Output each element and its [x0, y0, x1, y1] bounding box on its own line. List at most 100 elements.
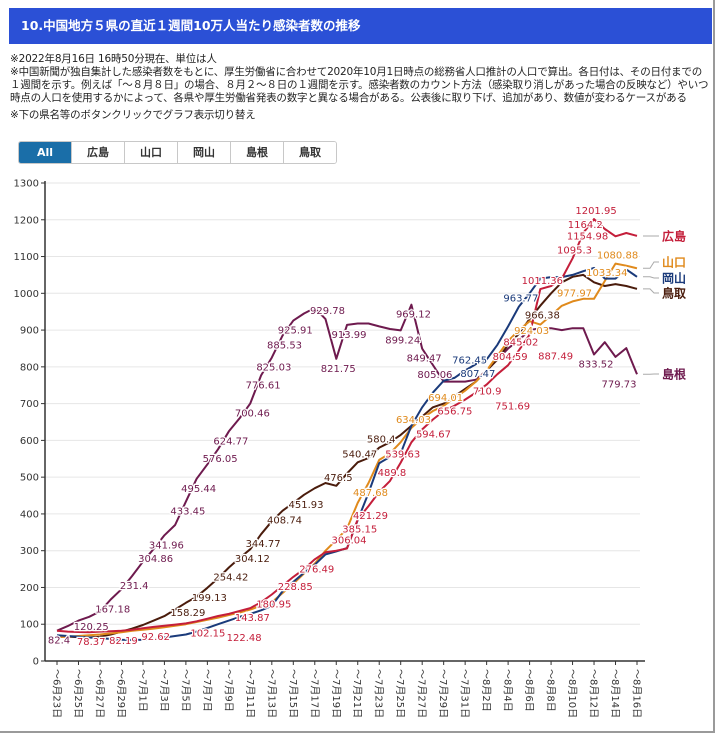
x-tick-label: ～7月29日	[437, 669, 449, 718]
data-label: 231.4	[120, 581, 149, 592]
x-tick-label: ～6月27日	[93, 669, 105, 718]
data-label: 969.12	[396, 310, 431, 321]
data-label: 751.69	[495, 402, 530, 413]
x-tick-label: ～8月16日	[631, 669, 643, 718]
legend-label-山口: 山口	[662, 255, 686, 270]
y-tick-label: 500	[20, 473, 39, 484]
data-label: 805.06	[417, 370, 452, 381]
data-label: 92.62	[141, 632, 170, 643]
legend-leader-line	[643, 276, 659, 279]
data-label: 82.19	[109, 636, 138, 647]
x-tick-label: ～6月29日	[115, 669, 127, 718]
data-label: 833.52	[579, 360, 614, 371]
data-label: 924.03	[514, 326, 549, 337]
data-label: 977.97	[557, 288, 592, 299]
data-label: 489.8	[378, 468, 407, 479]
note-method: ※中国新聞が独自集計した感染者数をもとに、厚生労働省に合わせて2020年10月1…	[10, 66, 709, 104]
data-label: 408.74	[267, 516, 302, 527]
data-label: 476.5	[324, 473, 353, 484]
data-label: 885.53	[267, 340, 302, 351]
data-label: 963.77	[503, 294, 538, 305]
x-tick-label: ～7月15日	[287, 669, 299, 718]
data-label: 624.77	[213, 436, 248, 447]
x-tick-label: ～7月11日	[244, 669, 256, 718]
legend-label-鳥取: 鳥取	[662, 286, 686, 301]
data-label: 433.45	[170, 507, 205, 518]
legend-leader-line	[643, 261, 659, 269]
data-label: 807.47	[460, 369, 495, 380]
data-label: 495.44	[181, 484, 216, 495]
data-label: 1011.36	[522, 276, 563, 287]
data-label: 539.63	[385, 450, 420, 461]
data-label: 158.29	[170, 608, 205, 619]
data-label: 700.46	[235, 408, 270, 419]
data-label: 304.12	[235, 554, 270, 565]
legend-label-島根: 島根	[662, 367, 686, 382]
toggle-yamaguchi-button[interactable]: 山口	[125, 142, 178, 163]
data-label: 710.9	[473, 387, 502, 398]
series-line-山口	[56, 262, 638, 639]
legend-label-岡山: 岡山	[662, 271, 686, 286]
x-tick-label: ～8月14日	[609, 669, 621, 718]
x-tick-label: ～6月23日	[51, 669, 63, 718]
x-tick-label: ～7月13日	[265, 669, 277, 718]
x-tick-label: ～8月4日	[502, 669, 514, 712]
y-tick-label: 400	[20, 509, 39, 520]
note-timestamp: ※2022年8月16日 16時50分現在、単位は人	[10, 53, 217, 65]
toggle-shimane-button[interactable]: 島根	[231, 142, 284, 163]
data-label: 1080.88	[597, 251, 638, 262]
data-label: 341.96	[149, 540, 184, 551]
x-tick-label: ～7月17日	[308, 669, 320, 718]
series-line-鳥取	[56, 273, 638, 639]
toggle-tottori-button[interactable]: 鳥取	[284, 142, 336, 163]
x-tick-label: ～8月12日	[588, 669, 600, 718]
x-tick-label: ～7月23日	[373, 669, 385, 718]
x-tick-label: ～7月21日	[351, 669, 363, 718]
y-tick-label: 100	[20, 620, 39, 631]
y-tick-label: 300	[20, 546, 39, 557]
data-label: 1164.2	[568, 220, 603, 231]
data-label: 385.15	[342, 524, 377, 535]
data-label: 1154.98	[567, 231, 608, 242]
data-label: 487.68	[353, 488, 388, 499]
notes: ※2022年8月16日 16時50分現在、単位は人 ※中国新聞が独自集計した感染…	[10, 53, 710, 122]
data-label: 199.13	[192, 593, 227, 604]
y-tick-label: 200	[20, 583, 39, 594]
x-tick-label: ～7月19日	[330, 669, 342, 718]
data-label: 180.95	[256, 599, 291, 610]
data-label: 804.59	[493, 352, 528, 363]
section-title: 10.中国地方５県の直近１週間10万人当たり感染者数の推移	[9, 8, 712, 44]
y-tick-label: 0	[33, 657, 39, 668]
data-label: 776.61	[246, 380, 281, 391]
y-tick-label: 1000	[14, 289, 39, 300]
data-label: 634.03	[396, 415, 431, 426]
data-label: 1033.34	[586, 268, 627, 279]
data-label: 913.99	[332, 330, 367, 341]
toggle-hiroshima-button[interactable]: 広島	[72, 142, 125, 163]
data-label: 694.01	[428, 393, 463, 404]
y-tick-label: 1100	[14, 252, 39, 263]
data-label: 887.49	[538, 352, 573, 363]
data-label: 845.02	[503, 337, 538, 348]
line-chart: 0 100 200 300 400 500 600 700 800 900 1000 1100 1200…	[14, 179, 686, 719]
data-label: 451.93	[289, 500, 324, 511]
x-tick-label: ～7月7日	[201, 669, 213, 712]
data-label: 276.49	[299, 564, 334, 575]
data-label: 122.48	[227, 633, 262, 644]
y-tick-label: 600	[20, 436, 39, 447]
x-tick-label: ～7月27日	[416, 669, 428, 718]
x-tick-label: ～7月5日	[179, 669, 191, 712]
x-tick-label: ～8月6日	[523, 669, 535, 712]
x-tick-label: ～8月10日	[566, 669, 578, 718]
data-label: 925.91	[278, 326, 313, 337]
data-label: 78.37	[77, 637, 106, 648]
toggle-all-button[interactable]: All	[19, 142, 72, 163]
toggle-okayama-button[interactable]: 岡山	[178, 142, 231, 163]
note-toggle-hint: ※下の県名等のボタンクリックでグラフ表示切り替え	[10, 109, 256, 121]
y-tick-label: 900	[20, 326, 39, 337]
data-label: 966.38	[525, 311, 560, 322]
y-tick-label: 1200	[14, 215, 39, 226]
series-line-広島	[56, 218, 638, 634]
data-label: 580.4	[367, 435, 396, 446]
